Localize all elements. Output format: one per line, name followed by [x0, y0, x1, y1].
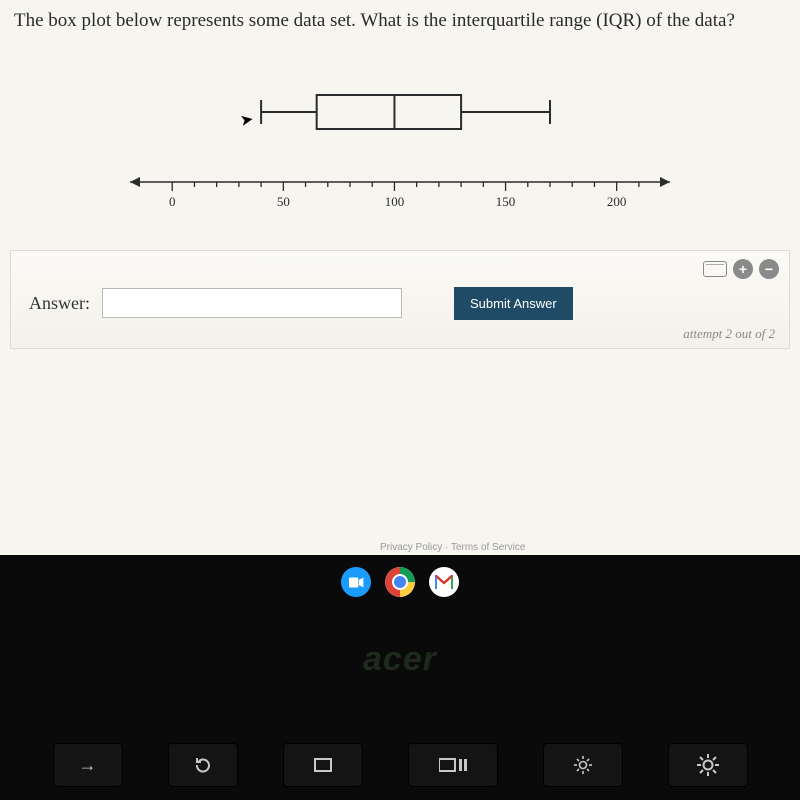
boxplot-chart: ➤ 050100150200: [120, 72, 680, 222]
key-fullscreen[interactable]: [283, 743, 363, 787]
chrome-app-icon[interactable]: [385, 567, 415, 597]
answer-input[interactable]: [102, 288, 402, 318]
svg-text:0: 0: [169, 194, 176, 209]
boxplot-svg: 0 50 100 150 200: [120, 72, 680, 222]
zoom-out-icon[interactable]: −: [759, 259, 779, 279]
svg-text:50: 50: [277, 194, 290, 209]
key-forward[interactable]: →: [53, 743, 123, 787]
zoom-in-icon[interactable]: +: [733, 259, 753, 279]
laptop-brand-logo: acer: [0, 640, 800, 679]
chromeos-shelf: [0, 563, 800, 601]
quiz-screen: The box plot below represents some data …: [0, 0, 800, 555]
answer-panel: + − Answer: Submit Answer attempt 2 out …: [10, 250, 790, 349]
gmail-app-icon[interactable]: [429, 567, 459, 597]
svg-text:200: 200: [607, 194, 627, 209]
key-overview[interactable]: [408, 743, 498, 787]
question-text: The box plot below represents some data …: [0, 0, 800, 34]
svg-text:150: 150: [496, 194, 516, 209]
footer-links: Privacy Policy · Terms of Service: [380, 542, 525, 553]
keyboard-icon[interactable]: [703, 261, 727, 277]
keyboard-top-row: →: [0, 730, 800, 800]
meet-app-icon[interactable]: [341, 567, 371, 597]
attempt-counter: attempt 2 out of 2: [683, 326, 775, 342]
answer-label: Answer:: [29, 293, 90, 314]
panel-tool-icons: + −: [703, 259, 779, 279]
key-reload[interactable]: [168, 743, 238, 787]
key-brightness-up[interactable]: [668, 743, 748, 787]
key-brightness-down[interactable]: [543, 743, 623, 787]
submit-answer-button[interactable]: Submit Answer: [454, 287, 573, 320]
svg-text:100: 100: [385, 194, 405, 209]
